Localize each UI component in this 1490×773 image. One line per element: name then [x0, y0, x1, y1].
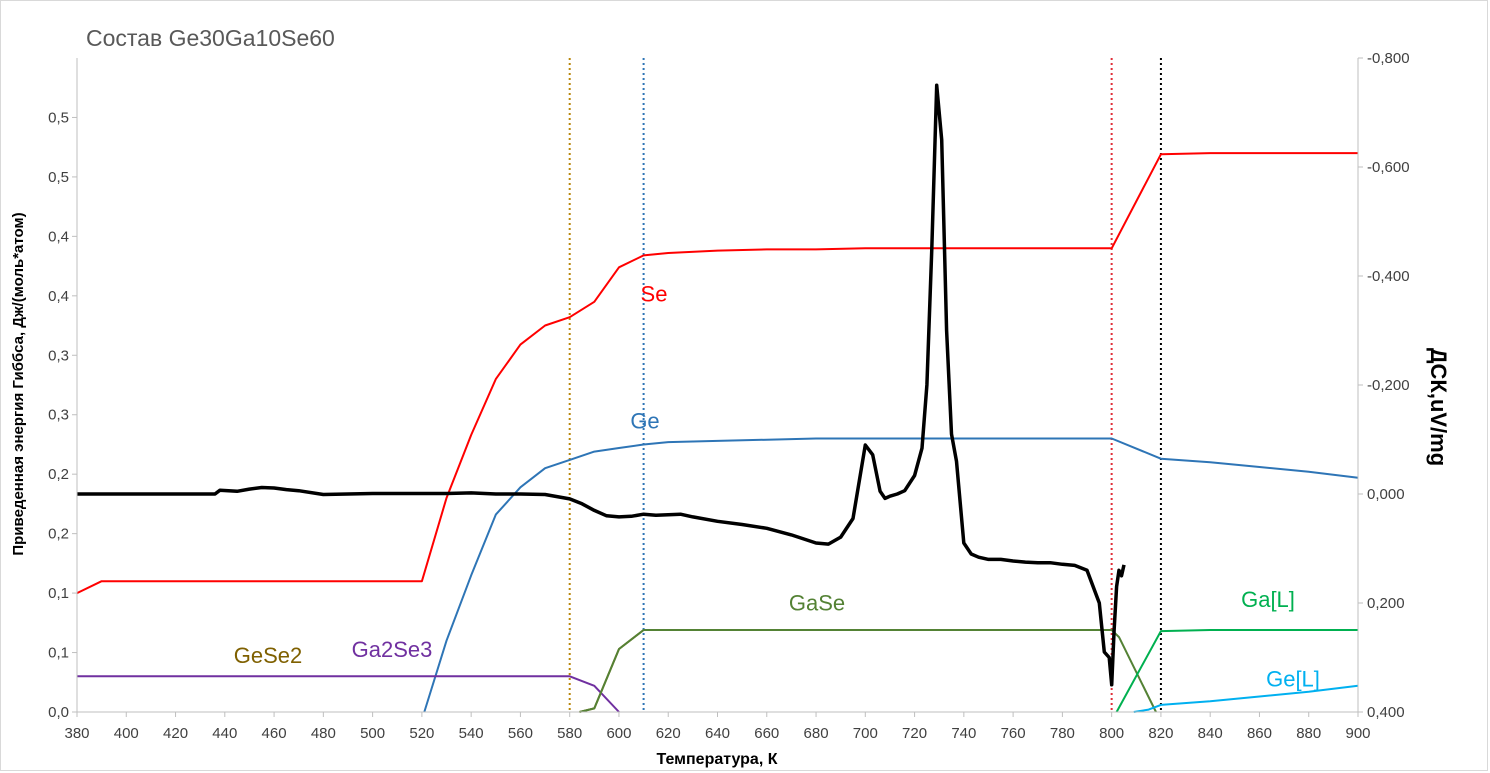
y2-tick-label: -0,600: [1367, 159, 1410, 176]
x-tick-label: 840: [1198, 725, 1223, 742]
series-label-ga2se3: Ga2Se3: [352, 637, 433, 662]
chart-title: Состав Ge30Ga10Se60: [86, 25, 335, 51]
x-tick-label: 760: [1001, 725, 1026, 742]
x-tick-label: 900: [1345, 725, 1370, 742]
x-tick-label: 820: [1148, 725, 1173, 742]
x-tick-label: 600: [606, 725, 631, 742]
x-tick-label: 720: [902, 725, 927, 742]
series-label-ga-l: Ga[L]: [1241, 587, 1295, 612]
y-tick-label: 0,3: [48, 407, 69, 424]
x-tick-label: 700: [853, 725, 878, 742]
series-line-ge: [423, 437, 1359, 713]
y-tick-label: 0,4: [48, 288, 69, 305]
y2-tick-label: 0,200: [1367, 595, 1405, 612]
y-tick-label: 0,0: [48, 704, 69, 721]
x-tick-label: 580: [557, 725, 582, 742]
x-tick-label: 860: [1247, 725, 1272, 742]
x-tick-label: 740: [951, 725, 976, 742]
series-line-se: [76, 152, 1358, 595]
x-tick-label: 620: [656, 725, 681, 742]
x-tick-label: 800: [1099, 725, 1124, 742]
y2-tick-label: -0,800: [1367, 50, 1410, 67]
x-tick-label: 780: [1050, 725, 1075, 742]
y-tick-label: 0,1: [48, 645, 69, 662]
y-tick-label: 0,2: [48, 466, 69, 483]
series-line-ga2se3: [77, 675, 620, 713]
x-tick-label: 400: [114, 725, 139, 742]
series-labels: Se Ge GeSe2 Ga2Se3 GaSe Ga[L] Ge[L]: [234, 281, 1320, 691]
y-tick-label: 0,4: [48, 228, 69, 245]
y2-tick-label: -0,200: [1367, 377, 1410, 394]
series-line-gase: [579, 629, 1157, 713]
x-tick-label: 420: [163, 725, 188, 742]
axes: 380 400 420 440 460 480 500 520 540 560 580 600 620 6…: [48, 50, 1409, 742]
y-tick-label: 0,5: [48, 109, 69, 126]
series-lines: [76, 83, 1359, 713]
y-tick-label: 0,2: [48, 526, 69, 543]
x-axis-title: Температура, К: [657, 751, 778, 768]
series-line-dsc: [77, 83, 1126, 687]
x-tick-label: 480: [311, 725, 336, 742]
series-line-ge-l: [1133, 684, 1359, 713]
x-tick-label: 460: [262, 725, 287, 742]
y-tick-label: 0,3: [48, 347, 69, 364]
series-label-gase: GaSe: [789, 591, 845, 616]
y2-tick-label: 0,400: [1367, 704, 1405, 721]
vertical-markers: [568, 58, 1162, 712]
x-tick-label: 520: [409, 725, 434, 742]
series-line-gese2: [579, 629, 645, 713]
series-label-se: Se: [641, 281, 668, 306]
series-label-ge: Ge: [630, 409, 659, 434]
x-tick-label: 500: [360, 725, 385, 742]
x-tick-label: 640: [705, 725, 730, 742]
y-axis-title: Приведенная энергия Гиббса, Дж/(моль*ато…: [10, 212, 27, 555]
x-tick-label: 660: [754, 725, 779, 742]
x-tick-label: 380: [64, 725, 89, 742]
y2-tick-label: 0,000: [1367, 486, 1405, 503]
x-tick-label: 440: [212, 725, 237, 742]
y-tick-label: 0,1: [48, 585, 69, 602]
series-line-ga-l: [1115, 629, 1358, 713]
x-tick-label: 560: [508, 725, 533, 742]
y2-axis-title: ДСК,uV/mg: [1426, 348, 1451, 466]
y2-tick-label: -0,400: [1367, 268, 1410, 285]
x-tick-label: 880: [1296, 725, 1321, 742]
x-tick-label: 540: [459, 725, 484, 742]
y-tick-label: 0,5: [48, 169, 69, 186]
x-tick-label: 680: [804, 725, 829, 742]
series-label-ge-l: Ge[L]: [1266, 667, 1320, 692]
series-label-gese2: GeSe2: [234, 643, 303, 668]
